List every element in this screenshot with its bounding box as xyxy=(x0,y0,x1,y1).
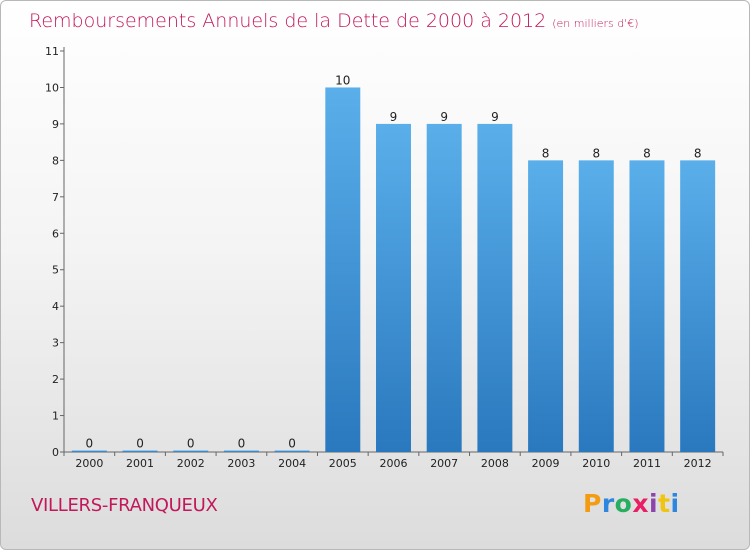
bar xyxy=(680,160,716,452)
x-tick-label: 2011 xyxy=(633,457,661,470)
logo-letter: r xyxy=(601,489,615,518)
logo-letter: i xyxy=(649,489,659,518)
logo-letter: i xyxy=(670,489,680,518)
bar-value-label: 8 xyxy=(542,146,550,160)
x-tick-label: 2000 xyxy=(75,457,103,470)
bar-value-label: 0 xyxy=(238,437,246,451)
bar xyxy=(223,450,259,452)
commune-name: VILLERS-FRANQUEUX xyxy=(31,495,218,516)
proxiti-logo[interactable]: Proxiti xyxy=(583,489,680,518)
x-tick-label: 2003 xyxy=(227,457,255,470)
bar xyxy=(477,123,513,452)
labels: 0 1 2 3 4 5 6 7 8 9 10 11 2000 0 2001 0 2002 0 2003 0 2004 0 2… xyxy=(45,45,712,470)
y-tick-label: 1 xyxy=(52,410,59,423)
y-tick-label: 10 xyxy=(45,81,59,94)
bar xyxy=(325,87,361,453)
y-tick-label: 7 xyxy=(52,191,59,204)
bar xyxy=(578,160,614,452)
x-tick-label: 2012 xyxy=(684,457,712,470)
bar-value-label: 8 xyxy=(592,146,600,160)
bar-value-label: 9 xyxy=(491,110,499,124)
bar-value-label: 8 xyxy=(694,146,702,160)
bar xyxy=(71,450,107,452)
bar xyxy=(173,450,209,452)
y-tick-label: 5 xyxy=(52,264,59,277)
bar-value-label: 8 xyxy=(643,146,651,160)
chart-title-unit: (en milliers d'€) xyxy=(552,17,639,30)
chart-title: Remboursements Annuels de la Dette de 20… xyxy=(29,10,639,32)
bar xyxy=(122,450,158,452)
bar xyxy=(426,123,462,452)
y-tick-label: 6 xyxy=(52,227,59,240)
bar xyxy=(528,160,564,452)
x-tick-label: 2007 xyxy=(430,457,458,470)
x-tick-label: 2005 xyxy=(329,457,357,470)
y-tick-label: 8 xyxy=(52,154,59,167)
bar-value-label: 9 xyxy=(390,110,398,124)
bar-value-label: 0 xyxy=(86,437,94,451)
bar xyxy=(274,450,310,452)
bar xyxy=(629,160,665,452)
y-tick-label: 3 xyxy=(52,337,59,350)
bars xyxy=(71,87,716,453)
logo-letter: x xyxy=(632,489,649,518)
y-tick-label: 0 xyxy=(52,446,59,459)
y-tick-label: 11 xyxy=(45,45,59,58)
bar-value-label: 0 xyxy=(288,437,296,451)
x-tick-label: 2002 xyxy=(177,457,205,470)
x-tick-label: 2009 xyxy=(532,457,560,470)
x-tick-label: 2006 xyxy=(380,457,408,470)
logo-letter: t xyxy=(658,489,671,518)
chart-title-text: Remboursements Annuels de la Dette de 20… xyxy=(29,10,547,32)
x-tick-label: 2010 xyxy=(582,457,610,470)
logo-letter: o xyxy=(614,489,633,518)
bar-value-label: 0 xyxy=(187,437,195,451)
bar-value-label: 9 xyxy=(440,110,448,124)
y-tick-label: 9 xyxy=(52,118,59,131)
bar-value-label: 0 xyxy=(136,437,144,451)
bar xyxy=(376,123,411,452)
logo-letter: P xyxy=(583,489,602,518)
x-tick-label: 2001 xyxy=(126,457,154,470)
x-tick-label: 2008 xyxy=(481,457,509,470)
y-tick-label: 4 xyxy=(52,300,59,313)
y-tick-label: 2 xyxy=(52,373,59,386)
bar-value-label: 10 xyxy=(335,73,350,87)
x-tick-label: 2004 xyxy=(278,457,306,470)
